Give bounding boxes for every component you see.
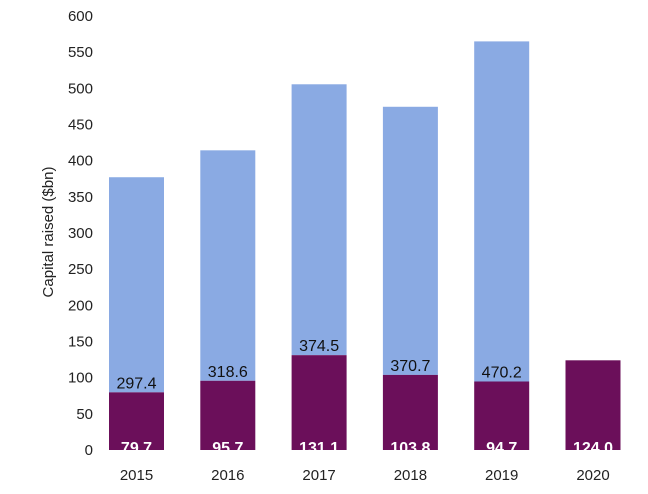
y-tick-label: 150 xyxy=(68,334,93,351)
x-tick-label-2017: 2017 xyxy=(302,467,335,484)
y-tick-label: 100 xyxy=(68,370,93,387)
y-tick-label: 400 xyxy=(68,153,93,170)
x-tick-label-2016: 2016 xyxy=(211,467,244,484)
data-label-bottom-2016: 95.7 xyxy=(212,440,243,457)
bar-segment-top-2018 xyxy=(382,106,438,375)
y-tick-label: 550 xyxy=(68,44,93,61)
bar-segment-top-2016 xyxy=(200,150,256,381)
bar-segment-top-2015 xyxy=(109,177,164,393)
bar-segment-bottom-2018 xyxy=(382,374,438,450)
bars: 79.7 297.4 95.7 318.6 131.1 374.5 103.8 370.7 94… xyxy=(109,41,621,457)
x-tick-label-2019: 2019 xyxy=(485,467,518,484)
bar-segment-bottom-2020 xyxy=(565,360,621,450)
bar-segment-bottom-2015 xyxy=(109,392,164,450)
data-label-top-2019: 470.2 xyxy=(482,365,522,382)
data-label-top-2016: 318.6 xyxy=(208,364,248,381)
y-tick-label: 450 xyxy=(68,117,93,134)
data-label-top-2015: 297.4 xyxy=(116,375,156,392)
data-label-bottom-2015: 79.7 xyxy=(121,440,152,457)
data-label-top-2017: 374.5 xyxy=(299,338,339,355)
y-tick-label: 500 xyxy=(68,80,93,97)
y-axis: 0 50 100 150 200 250 300 350 400 450 500 550 600 xyxy=(68,8,93,459)
y-tick-label: 600 xyxy=(68,8,93,25)
y-tick-label: 300 xyxy=(68,225,93,242)
y-tick-label: 0 xyxy=(85,442,93,459)
data-label-bottom-2019: 94.7 xyxy=(486,440,517,457)
x-tick-label-2015: 2015 xyxy=(120,467,153,484)
x-axis: 2015 2016 2017 2018 2019 2020 xyxy=(120,467,610,484)
bar-segment-top-2017 xyxy=(291,84,347,356)
y-axis-label: Capital raised ($bn) xyxy=(40,167,57,298)
y-tick-label: 50 xyxy=(76,406,93,423)
y-tick-label: 350 xyxy=(68,189,93,206)
x-tick-label-2018: 2018 xyxy=(394,467,427,484)
data-label-bottom-2020: 124.0 xyxy=(573,440,613,457)
y-tick-label: 250 xyxy=(68,261,93,278)
x-tick-label-2020: 2020 xyxy=(576,467,609,484)
bar-segment-bottom-2017 xyxy=(291,355,347,450)
y-tick-label: 200 xyxy=(68,297,93,314)
bar-segment-bottom-2016 xyxy=(200,380,256,450)
bar-segment-bottom-2019 xyxy=(474,381,530,450)
data-label-bottom-2018: 103.8 xyxy=(390,440,430,457)
data-label-bottom-2017: 131.1 xyxy=(299,440,339,457)
bar-segment-top-2019 xyxy=(474,41,530,382)
data-label-top-2018: 370.7 xyxy=(390,358,430,375)
